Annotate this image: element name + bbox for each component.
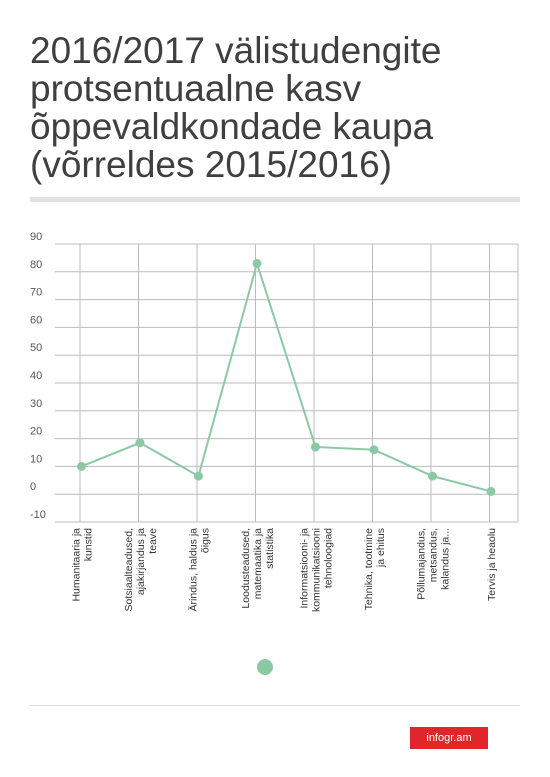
y-tick-label: 60 bbox=[30, 314, 42, 326]
grid-lines bbox=[55, 243, 519, 523]
x-tick-label-line: Tervis ja heaolu bbox=[486, 528, 498, 601]
x-axis-tick-labels: Humanitaaria ja kunstid Sotsiaalteadused, a… bbox=[70, 528, 498, 612]
series-path bbox=[81, 259, 492, 493]
x-tick-label-line: Informatsiooni- ja bbox=[298, 528, 310, 609]
x-tick-label-line: Tehnika, tootmine bbox=[363, 528, 375, 610]
data-point[interactable] bbox=[252, 258, 262, 268]
footer-divider bbox=[30, 705, 520, 706]
x-tick-label-line: tehnoloogiad bbox=[322, 528, 334, 588]
data-point[interactable] bbox=[486, 486, 496, 496]
y-tick-label: 10 bbox=[30, 453, 42, 465]
y-tick-label: 20 bbox=[30, 426, 42, 438]
legend bbox=[257, 659, 273, 675]
x-tick-label-line: Loodusteadused, bbox=[240, 528, 252, 609]
x-tick-label: Ärindus, haldus ja õigus bbox=[187, 528, 211, 612]
x-tick-label-line: statistika bbox=[264, 528, 276, 569]
chart-title: 2016/2017 välistudengite protsentuaalne … bbox=[30, 30, 442, 185]
data-point[interactable] bbox=[193, 471, 203, 481]
x-tick-label: Humanitaaria ja kunstid bbox=[70, 528, 94, 602]
x-tick-label-line: õigus bbox=[199, 528, 211, 553]
data-point[interactable] bbox=[427, 471, 437, 481]
x-tick-label: Tehnika, tootmine ja ehitus bbox=[363, 528, 387, 610]
x-tick-label-line: kommunikatsiooni bbox=[310, 528, 322, 612]
series-line bbox=[76, 258, 496, 496]
data-point[interactable] bbox=[369, 445, 379, 455]
x-tick-label-line: matemaatika ja bbox=[252, 528, 264, 599]
x-tick-label-line: Põllumajandus, bbox=[415, 528, 427, 600]
x-tick-label-line: Ärindus, haldus ja bbox=[187, 528, 199, 612]
y-tick-label: 40 bbox=[30, 370, 42, 382]
x-tick-label-line: teave bbox=[147, 528, 159, 554]
x-tick-label-line: kunstid bbox=[82, 528, 94, 561]
x-tick-label: Põllumajandus, metsandus, kalandus ja... bbox=[415, 528, 451, 600]
x-tick-label-line: metsandus, bbox=[427, 528, 439, 582]
y-tick-label: 0 bbox=[30, 481, 36, 493]
x-tick-label: Sotsiaalteadused, ajakirjandus ja teave bbox=[123, 528, 159, 612]
x-tick-label: Informatsiooni- ja kommunikatsiooni tehnol… bbox=[298, 528, 334, 612]
line-chart: 90 80 70 60 50 40 30 20 10 0 -10 Humanitaaria ja ku… bbox=[30, 231, 519, 675]
x-tick-label-line: Sotsiaalteadused, bbox=[123, 528, 135, 611]
data-point[interactable] bbox=[135, 438, 145, 448]
y-tick-label: 70 bbox=[30, 287, 42, 299]
x-tick-label-line: Humanitaaria ja bbox=[70, 528, 82, 602]
title-divider bbox=[30, 197, 520, 202]
y-tick-label: 90 bbox=[30, 231, 42, 243]
y-tick-label: 80 bbox=[30, 259, 42, 271]
y-tick-label: 50 bbox=[30, 342, 42, 354]
legend-marker[interactable] bbox=[257, 659, 273, 675]
infogram-logo[interactable]: infogr.am bbox=[410, 727, 488, 749]
y-tick-label: -10 bbox=[30, 509, 46, 521]
data-point[interactable] bbox=[310, 442, 320, 452]
x-tick-label: Tervis ja heaolu bbox=[486, 528, 498, 601]
x-tick-label: Loodusteadused, matemaatika ja statistika bbox=[240, 528, 276, 609]
data-point[interactable] bbox=[76, 461, 86, 471]
y-tick-label: 30 bbox=[30, 398, 42, 410]
x-tick-label-line: kalandus ja... bbox=[439, 528, 451, 590]
y-axis-tick-labels: 90 80 70 60 50 40 30 20 10 0 -10 bbox=[30, 231, 46, 521]
x-tick-label-line: ajakirjandus ja bbox=[135, 528, 147, 595]
x-tick-label-line: ja ehitus bbox=[375, 528, 387, 568]
